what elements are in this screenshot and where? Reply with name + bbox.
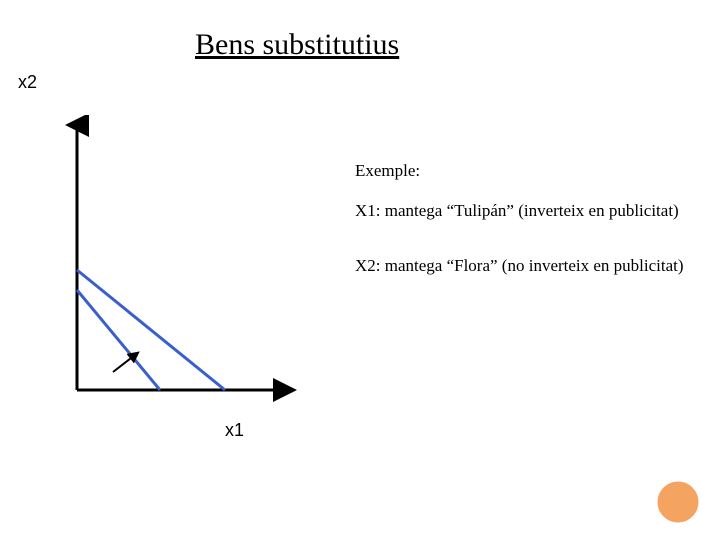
example-line-2: X2: mantega “Flora” (no inverteix en pub… [355,255,684,276]
example-heading: Exemple: [355,160,420,181]
shift-arrow [113,355,135,372]
decorative-circle-icon [654,478,702,526]
substitutes-chart [55,115,305,405]
example-line-1: X1: mantega “Tulipán” (inverteix en publ… [355,200,679,221]
slide-title: Bens substitutius [195,28,399,62]
indiff-line-outer [77,270,225,390]
y-axis-label: x2 [18,72,37,93]
x-axis-label: x1 [225,420,244,441]
